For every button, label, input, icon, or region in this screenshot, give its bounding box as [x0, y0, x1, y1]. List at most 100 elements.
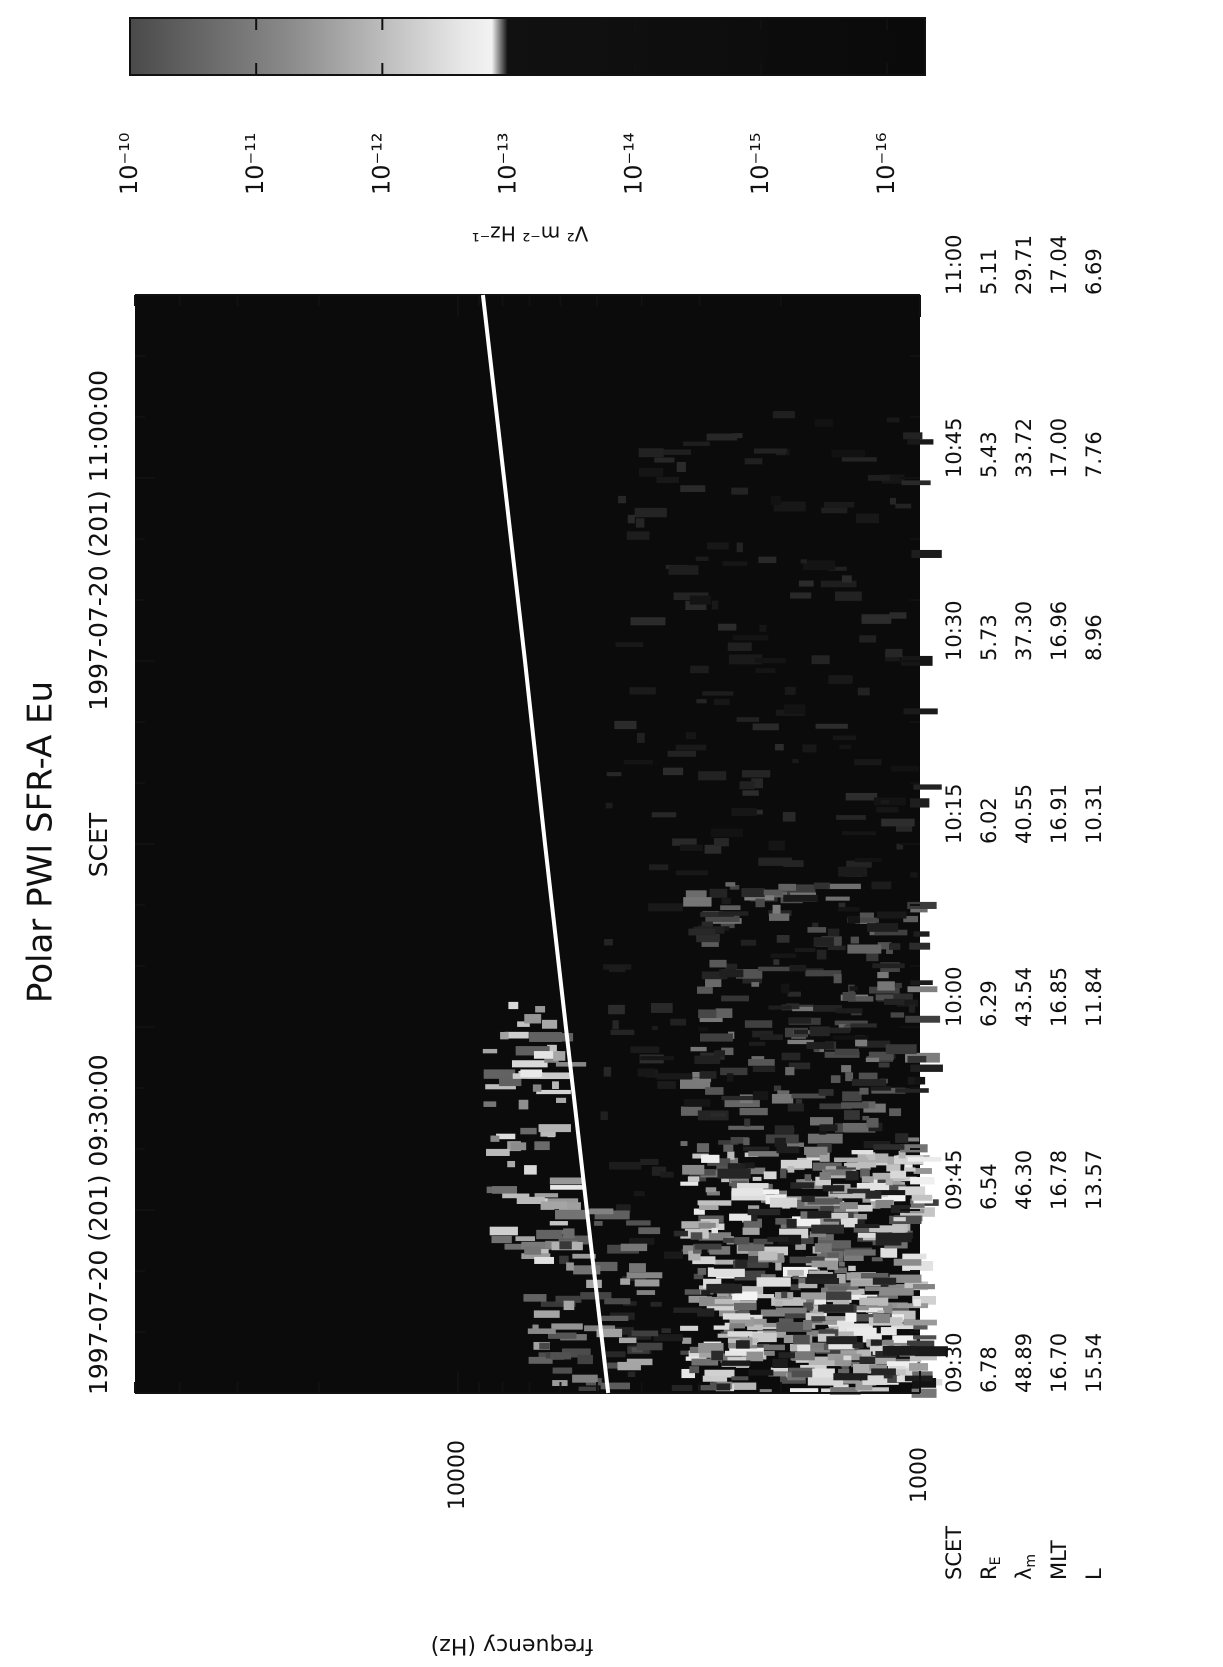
- spectrogram-cell: [729, 884, 740, 890]
- spectrogram-cell: [804, 1297, 818, 1307]
- spectrogram-cell: [758, 1350, 775, 1356]
- spectrogram-cell: [683, 1099, 711, 1107]
- spectrogram-cell: [515, 1236, 536, 1242]
- spectrogram-cell: [523, 1294, 547, 1302]
- spectrogram-cell: [651, 1166, 667, 1176]
- spectrogram-cell: [690, 1046, 707, 1052]
- spectrogram-cell: [591, 1261, 618, 1272]
- spectrogram-cell: [911, 549, 942, 558]
- spectrogram-cell: [806, 1330, 829, 1337]
- spectrogram-cell: [729, 1174, 749, 1184]
- spectrogram-cell: [768, 913, 790, 921]
- spectrogram-cell: [910, 1064, 943, 1072]
- spectrogram-cell: [838, 902, 846, 911]
- spectrogram-cell: [875, 1240, 902, 1246]
- spectrogram-cell: [636, 1290, 656, 1295]
- ephemeris-value: 6.54: [977, 1163, 1001, 1210]
- spectrogram-cell: [607, 1362, 628, 1369]
- spectrogram-cell: [694, 1243, 722, 1250]
- spectrogram-cell: [661, 1328, 671, 1334]
- spectrogram-cell: [811, 1316, 826, 1322]
- spectrogram-cell: [896, 1303, 929, 1309]
- spectrogram-cell: [723, 1382, 757, 1390]
- spectrogram-cell: [872, 1184, 907, 1192]
- spectrogram-cell: [735, 1259, 748, 1269]
- spectrogram-cell: [893, 993, 913, 1001]
- spectrogram-cell: [693, 1273, 704, 1280]
- spectrogram-cell: [752, 1030, 774, 1038]
- spectrogram-cell: [701, 971, 728, 980]
- spectrogram-cell: [912, 1284, 935, 1290]
- ephemeris-value: 17.04: [1047, 235, 1071, 295]
- spectrogram-cell: [886, 1164, 901, 1172]
- spectrogram-cell: [751, 1214, 758, 1222]
- spectrogram-cell: [790, 1284, 801, 1291]
- x-tick-label: 10:45: [942, 417, 966, 478]
- spectrogram-cell: [614, 720, 637, 730]
- spectrogram-cell: [874, 1374, 900, 1383]
- spectrogram-cell: [826, 1336, 857, 1345]
- spectrogram-cell: [886, 417, 900, 423]
- ephemeris-value: 33.72: [1012, 418, 1036, 478]
- spectrogram-cell: [735, 1340, 750, 1349]
- spectrogram-cell: [721, 1047, 734, 1056]
- spectrogram-cell: [630, 1046, 660, 1054]
- spectrogram-cell: [791, 1093, 826, 1099]
- spectrogram-cell: [603, 1066, 612, 1077]
- spectrogram-cell: [869, 1355, 896, 1365]
- y-tick-label: 1000: [907, 1447, 932, 1503]
- spectrogram-cell: [532, 1324, 539, 1330]
- spectrogram-cell: [808, 1343, 828, 1349]
- spectrogram-cell: [844, 1249, 876, 1256]
- spectrogram-cell: [701, 921, 713, 931]
- spectrogram-cell: [825, 896, 850, 901]
- spectrogram-cell: [861, 614, 892, 624]
- spectrogram-cell: [680, 1325, 699, 1331]
- spectrogram-cell: [907, 439, 934, 445]
- spectrogram-cell: [913, 784, 942, 790]
- spectrogram-cell: [817, 1240, 851, 1249]
- spectrogram-cell: [731, 808, 757, 817]
- spectrogram-cell: [533, 1310, 560, 1318]
- spectrogram-cell: [841, 1102, 869, 1109]
- spectrogram-cell: [865, 1057, 880, 1063]
- spectrogram-cell: [789, 1388, 819, 1394]
- spectrogram-cell: [855, 1037, 868, 1047]
- spectrogram-cell: [736, 717, 760, 722]
- spectrogram-cell: [549, 1221, 568, 1226]
- spectrogram-cell: [713, 1325, 730, 1330]
- spectrogram-cell: [749, 1332, 777, 1343]
- spectrogram-cell: [662, 767, 684, 776]
- spectrogram-cell: [787, 1039, 814, 1045]
- spectrogram-cell: [767, 1236, 789, 1242]
- spectrogram-cell: [638, 467, 664, 477]
- spectrogram-cell: [536, 1229, 563, 1240]
- spectrogram-cell: [504, 1031, 529, 1039]
- spectrogram-cell: [604, 939, 613, 946]
- spectrogram-cell: [775, 1218, 793, 1225]
- spectrogram-cell: [779, 1228, 809, 1239]
- spectrogram-cell: [729, 1317, 755, 1327]
- spectrogram-cell: [558, 1235, 589, 1245]
- spectrogram-cell: [806, 1273, 837, 1282]
- spectrogram-cell: [751, 778, 764, 789]
- spectrogram-cell: [828, 566, 847, 571]
- spectrogram-cell: [763, 1344, 785, 1351]
- spectrogram-cell: [572, 1253, 596, 1259]
- colorbar-tick-label: 10⁻¹²: [367, 133, 395, 195]
- spectrogram-cell: [818, 1304, 854, 1312]
- spectrogram-cell: [720, 905, 741, 911]
- spectrogram-cell: [828, 676, 853, 683]
- spectrogram-cell: [842, 1122, 869, 1132]
- spectrogram-cell: [763, 889, 783, 896]
- spectrogram-cell: [701, 1290, 711, 1295]
- spectrogram-cell: [540, 1130, 556, 1137]
- spectrogram-cell: [828, 1341, 855, 1350]
- spectrogram-cell: [542, 1019, 558, 1029]
- spectrogram-cell: [815, 1176, 832, 1186]
- spectrogram-cell: [819, 1124, 838, 1132]
- spectrogram-cell: [890, 1205, 910, 1213]
- spectrogram-cell: [772, 1358, 788, 1369]
- spectrogram-cell: [758, 1189, 780, 1195]
- ephemeris-value: 5.43: [977, 431, 1001, 478]
